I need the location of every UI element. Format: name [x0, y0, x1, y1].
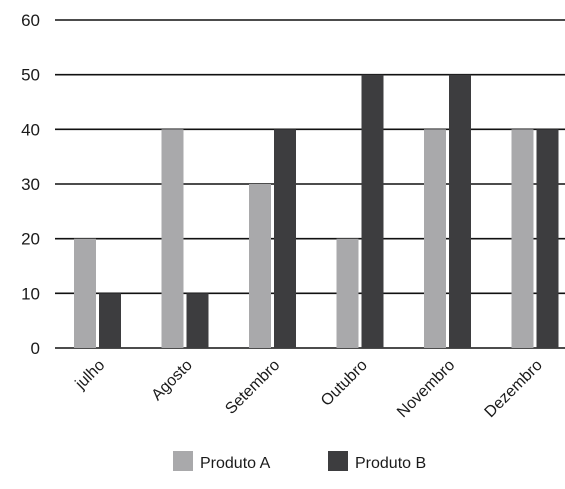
x-tick-label: Outubro: [318, 357, 371, 410]
x-tick-label: julho: [72, 357, 109, 394]
legend-label-produto-b: Produto B: [355, 455, 426, 472]
legend: Produto A Produto B: [173, 451, 426, 472]
legend-swatch-produto-b: [328, 451, 348, 471]
y-axis-tick-labels: 0 10 20 30 40 50 60: [21, 11, 40, 358]
bar-produto-b-novembro: [449, 74, 471, 349]
x-tick-label: Novembro: [394, 357, 458, 421]
bar-produto-a-outubro: [336, 238, 359, 348]
bar-produto-b-julho: [99, 293, 121, 348]
x-axis-tick-labels: julho Agosto Setembro Outubro Novembro Dezemb…: [72, 357, 546, 421]
bar-produto-b-setembro: [274, 129, 296, 348]
y-tick-label: 20: [21, 230, 40, 249]
bar-produto-a-novembro: [424, 129, 446, 348]
x-tick-label: Setembro: [222, 357, 283, 418]
gridlines: [55, 19, 565, 349]
x-tick-label: Dezembro: [482, 357, 546, 421]
bar-produto-b-dezembro: [536, 129, 559, 348]
bars: [74, 74, 559, 349]
x-tick-label: Agosto: [149, 357, 196, 404]
y-tick-label: 50: [21, 66, 40, 85]
y-tick-label: 10: [21, 284, 40, 303]
legend-label-produto-a: Produto A: [200, 455, 271, 472]
bar-produto-b-agosto: [186, 293, 209, 348]
bar-produto-a-setembro: [249, 184, 271, 348]
y-tick-label: 0: [31, 339, 40, 358]
bar-produto-b-outubro: [361, 74, 384, 349]
legend-swatch-produto-a: [173, 451, 193, 471]
y-tick-label: 40: [21, 120, 40, 139]
y-tick-label: 60: [21, 11, 40, 30]
bar-produto-a-agosto: [161, 129, 184, 348]
bar-produto-a-julho: [74, 238, 96, 348]
y-tick-label: 30: [21, 175, 40, 194]
bar-produto-a-dezembro: [511, 129, 534, 348]
